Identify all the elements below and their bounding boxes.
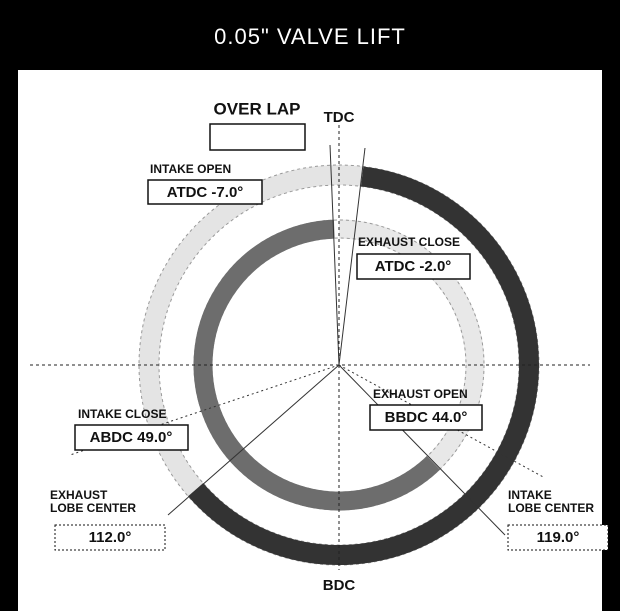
header-title: 0.05" VALVE LIFT (214, 24, 406, 49)
exhaust-lobe-line (167, 364, 340, 516)
exhaust-lobe-label: LOBE CENTER (50, 501, 136, 515)
panel (18, 70, 602, 611)
exhaust-close-line (338, 147, 366, 366)
exhaust-open-box (369, 404, 483, 431)
intake-lobe-value: 119.0° (537, 529, 580, 546)
intake-open-label: INTAKE OPEN (150, 162, 231, 176)
intake-lobe-label: LOBE CENTER (508, 501, 594, 515)
intake-lobe-box (507, 524, 609, 551)
intake-close-label: INTAKE CLOSE (78, 407, 166, 421)
exhaust-lobe-label: EXHAUST (50, 488, 108, 502)
intake-open-line (329, 144, 340, 366)
exhaust-lobe-value: 112.0° (89, 529, 132, 546)
tdc-label: TDC (324, 109, 355, 126)
exhaust-open-label: EXHAUST OPEN (373, 387, 468, 401)
intake-open-box (147, 179, 263, 205)
exhaust-lobe-box (54, 524, 166, 551)
bdc-label: BDC (323, 577, 356, 594)
intake-lobe-label: INTAKE (508, 488, 552, 502)
exhaust-open-line (338, 364, 546, 479)
overlap-label: OVER LAP (214, 99, 301, 118)
intake-close-value: ABDC 49.0° (90, 429, 173, 446)
intake-open-value: ATDC -7.0° (167, 184, 244, 201)
intake-lobe-line (338, 364, 506, 536)
exhaust-ring (188, 166, 539, 565)
exhaust-close-value: ATDC -2.0° (375, 258, 452, 275)
intake-close-box (74, 424, 189, 451)
inner-dark-ring (193, 219, 441, 511)
ring-outline (193, 219, 485, 511)
overlap-box (209, 123, 306, 151)
exhaust-close-label: EXHAUST CLOSE (358, 235, 460, 249)
exhaust-close-box (356, 253, 471, 280)
exhaust-open-value: BBDC 44.0° (385, 409, 468, 426)
